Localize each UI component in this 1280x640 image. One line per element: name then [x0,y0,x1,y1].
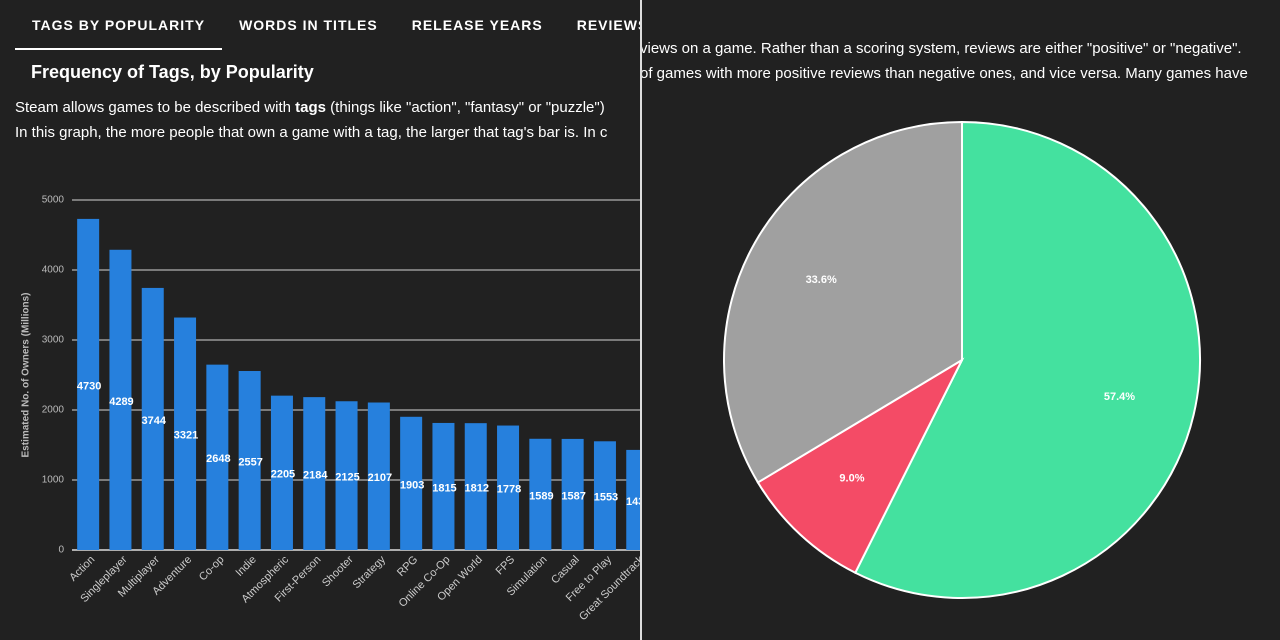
value-label: 2648 [206,453,230,465]
bar [561,438,584,550]
tab[interactable]: REVIEWS [576,17,640,33]
tab[interactable]: TAGS BY POPULARITY [15,0,223,50]
bar [497,425,520,550]
bar-chart: 0 1000 2000 3000 4000 5000 Estimated No. of Ow… [21,195,640,623]
bar [270,395,293,550]
bar [77,218,100,550]
pie-slice [756,357,965,575]
y-tick-label: 0 [58,545,64,556]
bold-text: tags [295,99,326,116]
value-label: 2125 [335,472,359,484]
tags-panel: TAGS BY POPULARITY WORDS IN TITLES RELEA… [15,0,640,623]
intro-line: Steam allows games to be described with … [15,99,605,116]
x-tick-label: Indie [233,554,258,579]
bar [141,287,164,550]
tab[interactable]: WORDS IN TITLES [239,17,378,33]
bar [626,449,640,550]
tab-bar: TAGS BY POPULARITY WORDS IN TITLES RELEA… [15,0,640,50]
bar [432,422,455,550]
slice-label: 33.6% [806,274,837,286]
slice-label: 9.0% [839,473,864,485]
value-label: 2107 [368,472,392,484]
reviews-line: of games with more positive reviews than… [640,65,1248,82]
bar [109,249,132,550]
bar [593,441,616,550]
value-label: 1778 [497,484,521,496]
value-label: 2184 [303,469,328,481]
y-tick-label: 5000 [42,195,65,206]
bar [529,438,552,550]
tab[interactable]: RELEASE YEARS [411,17,543,33]
y-tick-label: 1000 [42,475,65,486]
value-label: 1587 [561,490,585,502]
value-label: 2557 [238,456,262,468]
y-tick-label: 4000 [42,265,65,276]
value-label: 3744 [142,415,167,427]
pie-slice [853,120,1201,599]
value-label: 1553 [594,492,618,504]
x-tick-label: Co-op [197,554,227,584]
value-label: 1815 [432,482,456,494]
y-tick-label: 3000 [42,335,65,346]
bar [174,317,197,550]
pie-chart: 57.4% 9.0% 33.6% [723,120,1201,599]
y-axis-title: Estimated No. of Owners (Millions) [21,292,32,457]
value-label: 2205 [271,469,295,481]
reviews-panel: views on a game. Rather than a scoring s… [640,0,1280,640]
x-tick-label: Action [67,554,97,584]
heading: Frequency of Tags, by Popularity [31,62,314,82]
value-label: 1430 [626,496,640,508]
x-tick-label: Strategy [351,553,389,591]
value-label: 4289 [109,396,133,408]
intro-line: In this graph, the more people that own … [15,124,608,141]
value-label: 1589 [529,490,553,502]
bar [367,402,390,550]
slice-label: 57.4% [1104,391,1135,403]
pie-slice [723,120,963,484]
reviews-line: views on a game. Rather than a scoring s… [640,40,1242,57]
value-label: 3321 [174,430,198,442]
text: (things like "action", "fantasy" or "puz… [325,99,605,116]
bar [303,397,326,550]
value-label: 1903 [400,479,424,491]
x-tick-label: RPG [395,554,420,579]
bar [238,371,261,550]
value-label: 1812 [465,482,489,494]
value-label: 4730 [77,380,101,392]
bar [335,401,358,550]
bar [400,416,423,550]
bar [464,423,487,550]
bar [206,364,229,550]
x-tick-label: FPS [494,554,518,578]
y-tick-label: 2000 [42,405,65,416]
text: Steam allows games to be described with [15,99,296,116]
